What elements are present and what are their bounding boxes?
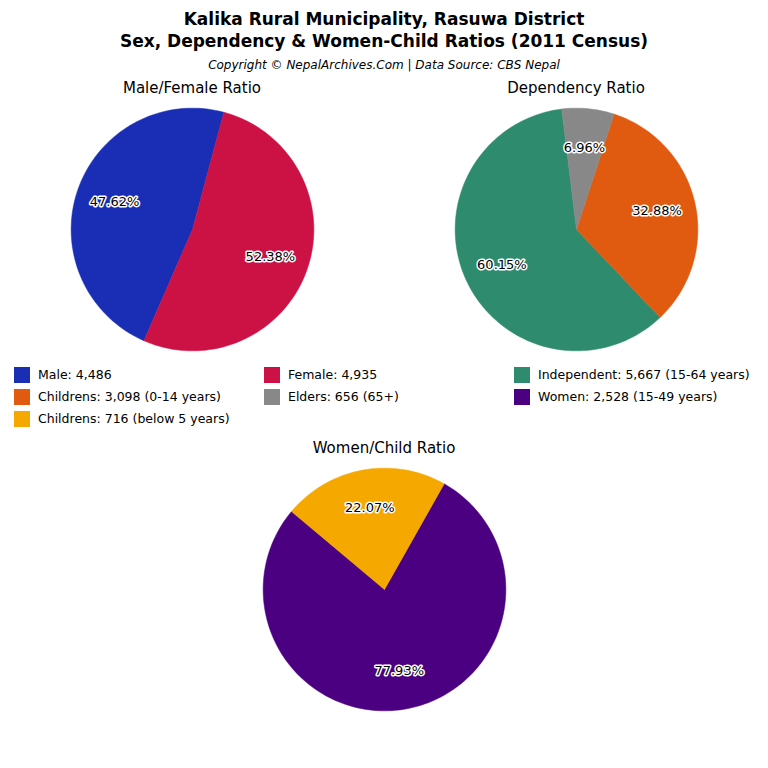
html-text:Childrens: 3,098 (0-14 years): Childrens: 3,098 (0-14 years) — [38, 389, 221, 404]
svg-text:22.07%: 22.07% — [345, 500, 395, 515]
svg-text:52.38%: 52.38% — [246, 249, 296, 264]
html-text:Female: 4,935: Female: 4,935 — [288, 367, 378, 382]
html-text:Sex, Dependency & Women-Child: Sex, Dependency & Women-Child Ratios (20… — [119, 31, 649, 51]
html-text:Childrens: 716 (below 5 years): Childrens: 716 (below 5 years) — [38, 411, 230, 426]
svg-text:32.88%: 32.88% — [632, 203, 682, 218]
html-text:Male/Female Ratio: Male/Female Ratio — [122, 79, 261, 97]
html-text:Male: 4,486: Male: 4,486 — [38, 367, 112, 382]
svg-text:60.15%: 60.15% — [477, 257, 527, 272]
html-text:Kalika Rural Municipality, Ras: Kalika Rural Municipality, Rasuwa Distri… — [183, 9, 585, 29]
html-text:Copyright © NepalArchives.Com: Copyright © NepalArchives.Com | Data Sou… — [208, 58, 560, 72]
html-text:Women: 2,528 (15-49 years): Women: 2,528 (15-49 years) — [538, 389, 718, 404]
html-text:Independent: 5,667 (15-64 year: Independent: 5,667 (15-64 years) — [538, 367, 750, 382]
svg-text:6.96%: 6.96% — [564, 140, 605, 155]
svg-text:77.93%: 77.93% — [374, 663, 424, 678]
svg-text:47.62%: 47.62% — [90, 194, 140, 209]
html-text:Elders: 656 (65+): Elders: 656 (65+) — [288, 389, 399, 404]
html-text:Dependency Ratio: Dependency Ratio — [507, 79, 645, 97]
html-text:Women/Child Ratio: Women/Child Ratio — [312, 439, 456, 457]
